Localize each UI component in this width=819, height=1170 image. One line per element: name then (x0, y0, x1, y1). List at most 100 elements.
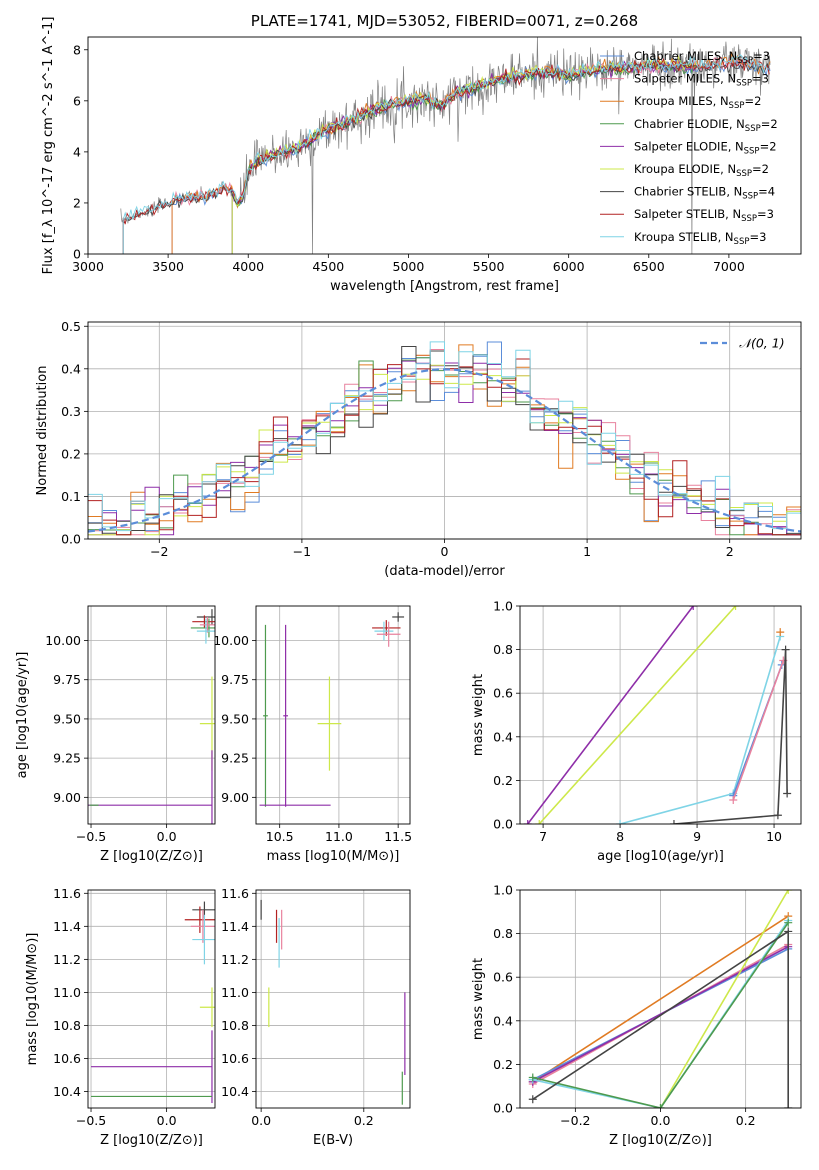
age_vs_Z-ytick-label: 9.75 (53, 672, 81, 687)
weight_vs_Z-xtick-label: −0.2 (560, 1113, 590, 1128)
residuals-xtick-label: −2 (150, 544, 168, 559)
weight_vs_age-xlabel: age [log10(age/yr)] (597, 849, 724, 864)
legend-label-sub: SSP (736, 169, 752, 179)
spectrum-chart: 3000 3500 4000 4500 5000 5500 6000 6500 7000 0 2 4 6… (41, 17, 802, 294)
weight_vs_Z-series-marker (784, 927, 793, 936)
mass_vs_ebv-xlabel: E(B-V) (313, 1133, 353, 1148)
spectrum-model-line-kroupa_stelib (122, 53, 770, 254)
mass_vs_Z-ytick-label: 11.0 (53, 985, 81, 1000)
age_vs_mass-errorbar-point (317, 676, 342, 771)
mass_vs_Z-ylabel: mass [log10(M/M⊙)] (25, 933, 40, 1066)
residuals-xlabel: (data-model)/error (384, 564, 505, 579)
legend-label: Chabrier ELODIE, NSSP=2 (634, 117, 778, 134)
mass_vs_ebv-ytick-label: 11.0 (221, 985, 249, 1000)
residuals-chart: −2 −1 0 1 2 0.0 0.1 0.2 0.3 0.4 0.5 (data-model)/er… (35, 319, 802, 579)
age_vs_mass-ytick-label: 9.25 (221, 751, 249, 766)
spectrum-ytick-label: 0 (73, 247, 81, 262)
residuals-ytick-label: 0.4 (61, 361, 81, 376)
weight_vs_age-series-marker (616, 820, 625, 824)
weight_vs_age-series-marker (523, 820, 532, 824)
weight_vs_age-series-marker (781, 645, 790, 654)
mass_vs_ebv-chart: 0.0 0.2 10.4 10.6 10.8 11.0 11.2 11.4 11.6 E(B-V) (221, 886, 411, 1148)
legend-label: Chabrier STELIB, NSSP=4 (634, 185, 775, 202)
legend-label: 𝒩(0, 1) (739, 336, 785, 351)
age_vs_mass-xlabel: mass [log10(M/M⊙)] (267, 849, 400, 864)
spectrum-xtick-label: 3000 (72, 259, 104, 274)
spectrum-xtick-label: 6500 (633, 259, 665, 274)
mass_vs_ebv-ytick-label: 10.6 (221, 1051, 249, 1066)
age_vs_mass-frame (255, 605, 411, 825)
spectrum-model-line-chabrier_elodie (231, 59, 696, 254)
mass_vs_Z-errorbar-point (199, 987, 215, 1028)
mass_vs_Z-xtick-label: 0.0 (157, 1113, 177, 1128)
mass_vs_ebv-ytick-label: 11.2 (221, 952, 249, 967)
weight_vs_Z-chart: −0.2 0.0 0.2 0.0 0.2 0.4 0.6 0.8 1.0 Z [log10(Z/Z… (471, 883, 802, 1148)
figure-title: PLATE=1741, MJD=53052, FIBERID=0071, z=0… (250, 12, 639, 30)
age_vs_mass-xtick-label: 10.5 (266, 829, 294, 844)
mass_vs_ebv-ytick-label: 10.4 (221, 1084, 249, 1099)
age_vs_Z-ytick-label: 9.50 (53, 711, 81, 726)
weight_vs_age-ytick-label: 0.0 (493, 817, 513, 832)
legend-label-text: Kroupa MILES, N (634, 94, 729, 108)
legend-label-sub: SSP (734, 237, 750, 247)
residuals-xtick-label: 0 (441, 544, 449, 559)
age_vs_mass-ytick-label: 9.75 (221, 672, 249, 687)
weight_vs_Z-ytick-label: 0.4 (493, 1013, 513, 1028)
weight_vs_age-series-marker (729, 796, 738, 805)
weight_vs_age-series-marker (535, 820, 544, 824)
legend-label-sub: SSP (744, 146, 760, 156)
age_vs_mass-errorbar-point (392, 612, 405, 622)
weight_vs_age-xtick-label: 7 (539, 829, 547, 844)
spectrum-xtick-label: 5000 (393, 259, 425, 274)
legend-label: Kroupa ELODIE, NSSP=2 (634, 162, 769, 179)
weight_vs_Z-series-marker (784, 918, 793, 927)
age_vs_mass-plot-area (259, 612, 405, 807)
spectrum-frame (87, 36, 802, 255)
weight_vs_age-series-marker (731, 606, 740, 610)
weight_vs_Z-plot-area (528, 890, 793, 1108)
spectrum-xtick-label: 3500 (152, 259, 184, 274)
age_vs_Z-errorbar-point (192, 615, 215, 628)
legend-label-eq: =3 (757, 207, 774, 221)
spectrum-model-line-salpeter_stelib (122, 57, 770, 254)
legend-label-eq: =2 (744, 94, 761, 108)
spectrum-ylabel: Flux [f_λ 10^-17 erg cm^-2 s^-1 A^-1] (41, 17, 56, 275)
legend-label-eq: =3 (753, 49, 770, 63)
age_vs_Z-xtick-label: 0.0 (157, 829, 177, 844)
weight_vs_age-ytick-label: 0.8 (493, 642, 513, 657)
mass_vs_ebv-ytick-label: 10.8 (221, 1018, 249, 1033)
weight_vs_Z-xtick-label: 0.2 (736, 1113, 756, 1128)
age_vs_Z-frame (87, 605, 216, 825)
weight_vs_Z-series-line (532, 915, 789, 1083)
weight_vs_Z-series-line (532, 945, 789, 1083)
legend-label-sub: SSP (737, 56, 753, 66)
spectrum-ytick-label: 4 (73, 144, 81, 159)
legend-label-text: Chabrier ELODIE, N (634, 117, 745, 131)
weight_vs_age-xtick-label: 10 (766, 829, 782, 844)
weight_vs_age-series-marker (783, 789, 792, 798)
mass_vs_Z-xlabel: Z [log10(Z/Z⊙)] (100, 1133, 203, 1148)
legend-label-sub: SSP (742, 192, 758, 202)
age_vs_mass-errorbar-point (263, 624, 268, 807)
mass_vs_Z-ytick-label: 11.2 (53, 952, 81, 967)
weight_vs_Z-ytick-label: 0.0 (493, 1101, 513, 1116)
weight_vs_Z-series-marker (528, 1095, 537, 1104)
spectrum-ytick-label: 6 (73, 93, 81, 108)
legend-label: Chabrier MILES, NSSP=3 (634, 49, 770, 66)
age_vs_mass-errorbar-point (283, 624, 288, 807)
legend-label-text: Chabrier STELIB, N (634, 185, 742, 199)
spectrum-xtick-label: 4000 (232, 259, 264, 274)
mass_vs_Z-ytick-label: 11.4 (53, 919, 81, 934)
mass_vs_ebv-frame (255, 889, 411, 1109)
residuals-ytick-label: 0.0 (61, 532, 81, 547)
weight_vs_age-series-line (619, 636, 781, 824)
residuals-xtick-label: 1 (583, 544, 591, 559)
weight_vs_age-ytick-label: 0.4 (493, 729, 513, 744)
normal-curve (88, 368, 801, 533)
age_vs_mass-errorbar-point (374, 621, 394, 641)
weight_vs_age-series-line (538, 606, 737, 824)
legend-label-eq: =2 (761, 117, 778, 131)
